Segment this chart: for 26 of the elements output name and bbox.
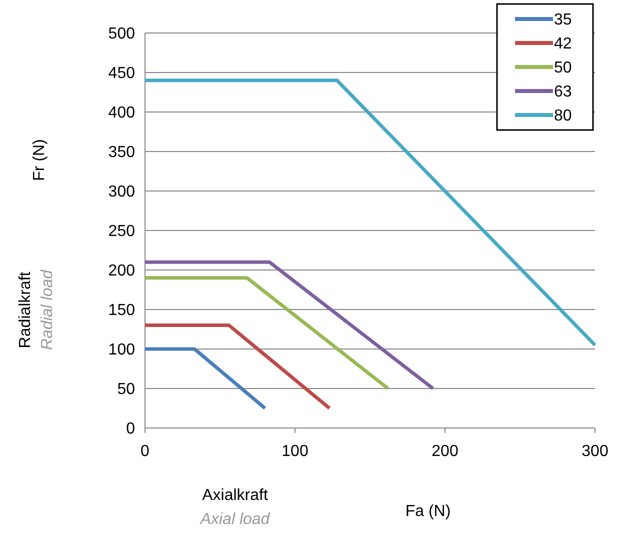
text: Axial load: [199, 511, 271, 528]
x-axis-title: Fa (N): [405, 503, 451, 520]
x-tick-label: 300: [582, 443, 608, 460]
y-tick-label: 50: [117, 381, 136, 398]
y-tick-label: 100: [108, 342, 136, 359]
x-tick-label: 0: [140, 443, 150, 460]
y-tick-label: 150: [108, 302, 136, 320]
y-tick-label: 250: [108, 223, 136, 240]
legend-label: 42: [554, 36, 572, 53]
text: Axialkraft: [202, 487, 268, 504]
legend-label: 50: [554, 60, 572, 77]
text: Radialkraft: [17, 271, 34, 348]
legend-label: 35: [554, 12, 572, 29]
x-tick-label: 200: [432, 443, 458, 460]
y-tick-label: 300: [108, 184, 136, 201]
y-axis-title: Fr (N): [31, 139, 48, 181]
y-tick-label: 0: [126, 420, 136, 438]
legend-label: 63: [554, 84, 572, 101]
y-tick-label: 350: [108, 144, 136, 162]
y-tick-label: 500: [108, 26, 136, 43]
y-tick-label: 400: [108, 104, 136, 122]
legend-label: 80: [554, 108, 572, 125]
y-tick-label: 450: [108, 65, 136, 82]
x-tick-label: 100: [282, 443, 308, 460]
text: Radial load: [39, 268, 56, 350]
y-tick-label: 200: [108, 262, 136, 280]
